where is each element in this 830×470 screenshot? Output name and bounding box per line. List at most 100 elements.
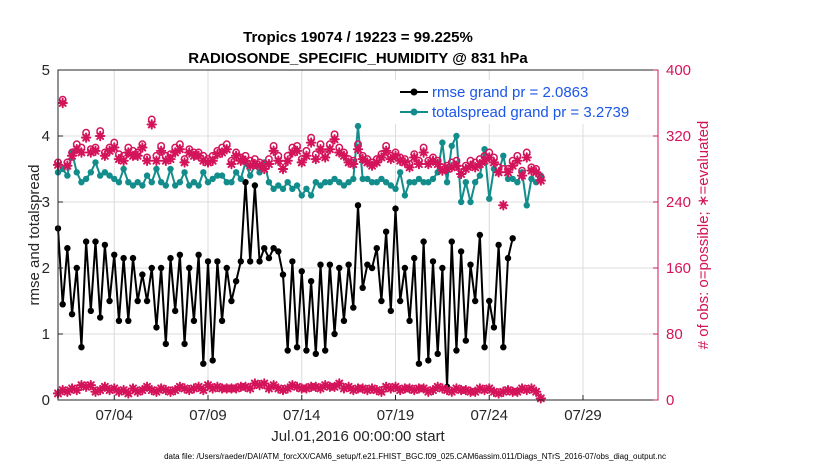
totalspread-point	[467, 198, 474, 206]
obs-evaluated-point	[57, 384, 68, 396]
totalspread-point	[425, 179, 432, 186]
rmse-point	[462, 337, 470, 344]
totalspread-point	[106, 172, 113, 179]
obs-evaluated-point	[212, 381, 223, 392]
rmse-point	[92, 238, 99, 245]
obs-evaluated-point	[404, 383, 415, 394]
totalspread-point	[359, 175, 366, 183]
totalspread-point	[73, 169, 80, 176]
obs-evaluated-point	[399, 157, 411, 168]
obs-evaluated-point	[85, 379, 97, 391]
obs-evaluated-point	[62, 160, 73, 171]
totalspread-point	[509, 175, 516, 183]
rmse-point	[411, 254, 418, 262]
obs-evaluated-point	[174, 381, 186, 392]
obs-evaluated-point	[390, 381, 401, 392]
y-tick-label: 1	[42, 326, 50, 343]
rmse-point	[82, 238, 90, 245]
totalspread-point	[246, 172, 254, 179]
x-tick-label: 07/24	[470, 407, 508, 424]
obs-evaluated-point	[277, 163, 289, 175]
totalspread-point	[420, 179, 427, 186]
rmse-point	[471, 297, 479, 305]
rmse-point	[467, 261, 474, 268]
obs-evaluated-point	[291, 381, 303, 392]
obs-evaluated-point	[334, 147, 345, 158]
obs-evaluated-point	[493, 388, 504, 399]
totalspread-point	[350, 175, 357, 183]
totalspread-point	[284, 179, 291, 186]
obs-evaluated-point	[90, 145, 101, 157]
obs-evaluated-point	[104, 384, 115, 396]
obs-evaluated-point	[296, 157, 307, 168]
rmse-point	[242, 179, 249, 186]
obs-evaluated-point	[319, 152, 331, 163]
obs-evaluated-point	[99, 150, 111, 161]
obs-evaluated-point	[376, 386, 387, 397]
rmse-point	[396, 297, 404, 305]
rmse-point	[246, 258, 254, 265]
totalspread-point	[134, 179, 141, 186]
obs-evaluated-point	[80, 381, 92, 392]
obs-evaluated-point	[329, 381, 340, 392]
obs-evaluated-point	[273, 155, 284, 166]
obs-evaluated-point	[427, 384, 439, 396]
obs-evaluated-point	[193, 150, 204, 161]
rmse-point	[111, 251, 118, 258]
totalspread-point	[453, 132, 460, 140]
obs-evaluated-point	[263, 158, 275, 170]
totalspread-point	[162, 182, 170, 189]
obs-evaluated-point	[132, 386, 143, 397]
rmse-point	[237, 258, 245, 265]
x-tick-label: 07/09	[189, 407, 227, 424]
rmse-point	[303, 347, 310, 354]
obs-evaluated-point	[310, 153, 322, 165]
totalspread-point	[228, 179, 235, 186]
obs-evaluated-point	[254, 160, 265, 171]
rmse-point	[490, 324, 498, 331]
x-tick-label: 07/29	[564, 407, 602, 424]
y-tick-label: 0	[42, 392, 50, 409]
x-tick-label: 07/19	[377, 407, 415, 424]
y-axis-label: rmse and totalspread	[26, 165, 43, 306]
y-tick-label: 4	[42, 128, 50, 145]
totalspread-point	[331, 175, 338, 183]
rmse-point	[129, 254, 137, 262]
totalspread-point	[443, 179, 451, 186]
rmse-point	[153, 324, 160, 331]
totalspread-point	[326, 179, 334, 186]
totalspread-point	[82, 175, 90, 183]
totalspread-point	[214, 172, 221, 179]
obs-evaluated-point	[141, 155, 153, 166]
obs-evaluated-point	[427, 155, 439, 166]
rmse-point	[486, 297, 493, 305]
obs-evaluated-point	[268, 145, 279, 157]
obs-evaluated-point	[357, 383, 368, 394]
data-file-footnote: data file: /Users/raeder/DAI/ATM_forcXX/…	[164, 452, 666, 461]
legend-box	[394, 80, 656, 124]
obs-evaluated-point	[244, 160, 256, 171]
obs-evaluated-point	[165, 386, 176, 397]
obs-evaluated-point	[437, 383, 448, 394]
obs-evaluated-point	[76, 379, 87, 391]
rmse-point	[378, 297, 385, 305]
obs-evaluated-point	[460, 384, 472, 396]
rmse-point	[331, 330, 338, 338]
totalspread-point	[190, 179, 198, 186]
obs-evaluated-point	[451, 383, 462, 394]
totalspread-point	[312, 179, 320, 186]
rmse-point	[232, 278, 240, 285]
totalspread-point	[279, 185, 287, 192]
obs-evaluated-point	[338, 383, 350, 394]
totalspread-point	[143, 172, 151, 179]
totalspread-point	[345, 179, 352, 186]
obs-evaluated-point	[188, 383, 200, 394]
totalspread-point	[101, 169, 109, 176]
obs-evaluated-point	[216, 147, 228, 158]
obs-evaluated-point	[99, 381, 111, 392]
obs-evaluated-point	[423, 386, 434, 397]
obs-evaluated-point	[526, 165, 537, 176]
obs-evaluated-point	[80, 132, 92, 143]
obs-evaluated-point	[146, 384, 157, 396]
totalspread-point	[321, 179, 329, 186]
